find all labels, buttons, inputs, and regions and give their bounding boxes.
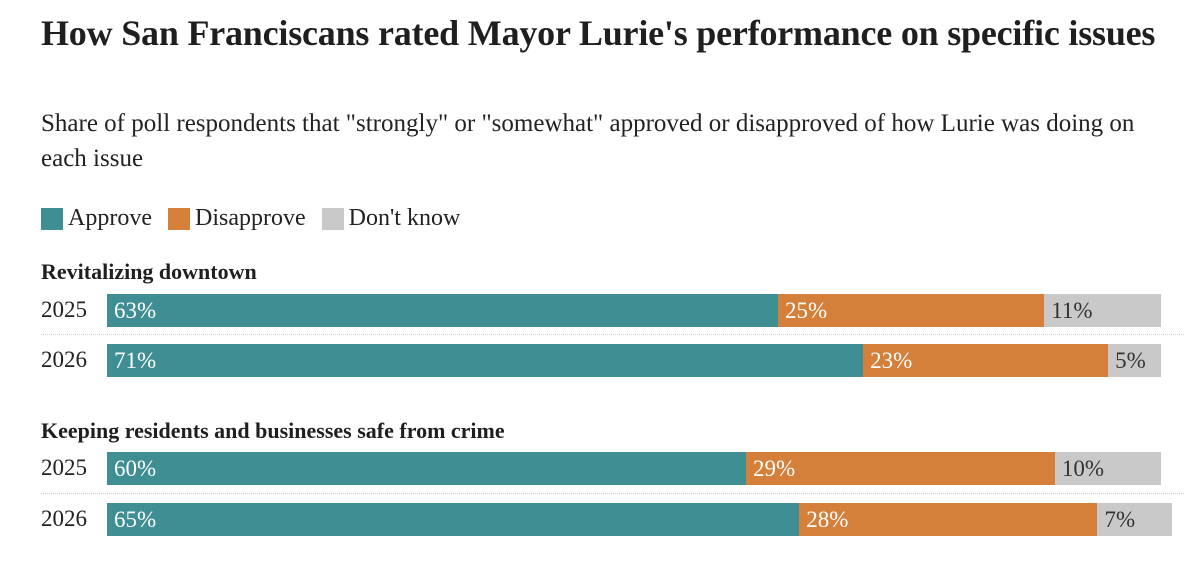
- legend-label: Don't know: [348, 205, 461, 231]
- group-label: Keeping residents and businesses safe fr…: [41, 418, 505, 443]
- bar-segment-approve: 71%: [107, 344, 864, 377]
- bar-segment-don-t-know: 7%: [1097, 503, 1172, 536]
- row-divider: [41, 493, 1184, 494]
- chart-subtitle: Share of poll respondents that "strongly…: [41, 110, 1135, 172]
- legend-swatch: [41, 207, 63, 230]
- year-label: 2026: [41, 347, 87, 372]
- bar-segment-approve: 63%: [107, 294, 778, 327]
- legend-item: Disapprove: [167, 205, 306, 232]
- legend-swatch: [167, 207, 190, 230]
- year-label: 2026: [41, 506, 87, 531]
- bar-segment-approve: 60%: [107, 452, 746, 485]
- bar-segment-approve: 65%: [107, 503, 800, 536]
- legend-label: Approve: [68, 205, 152, 231]
- bar-segment-disapprove: 28%: [799, 503, 1098, 536]
- group-label: Revitalizing downtown: [41, 259, 257, 284]
- chart-title: How San Franciscans rated Mayor Lurie's …: [41, 13, 1156, 53]
- row-divider: [41, 334, 1184, 335]
- legend-item: Approve: [41, 205, 152, 232]
- legend-swatch: [321, 207, 344, 230]
- legend-item: Don't know: [321, 205, 461, 232]
- year-label: 2025: [41, 455, 87, 480]
- bar-segment-don-t-know: 10%: [1054, 452, 1162, 485]
- legend-label: Disapprove: [194, 205, 306, 231]
- bar-segment-disapprove: 29%: [746, 452, 1055, 485]
- bar-segment-disapprove: 25%: [777, 294, 1045, 327]
- year-label: 2025: [41, 297, 87, 322]
- legend: Approve Disapprove Don't know: [41, 205, 476, 232]
- bar-segment-don-t-know: 11%: [1044, 294, 1162, 327]
- bar-segment-disapprove: 23%: [863, 344, 1109, 377]
- bar-segment-don-t-know: 5%: [1108, 344, 1162, 377]
